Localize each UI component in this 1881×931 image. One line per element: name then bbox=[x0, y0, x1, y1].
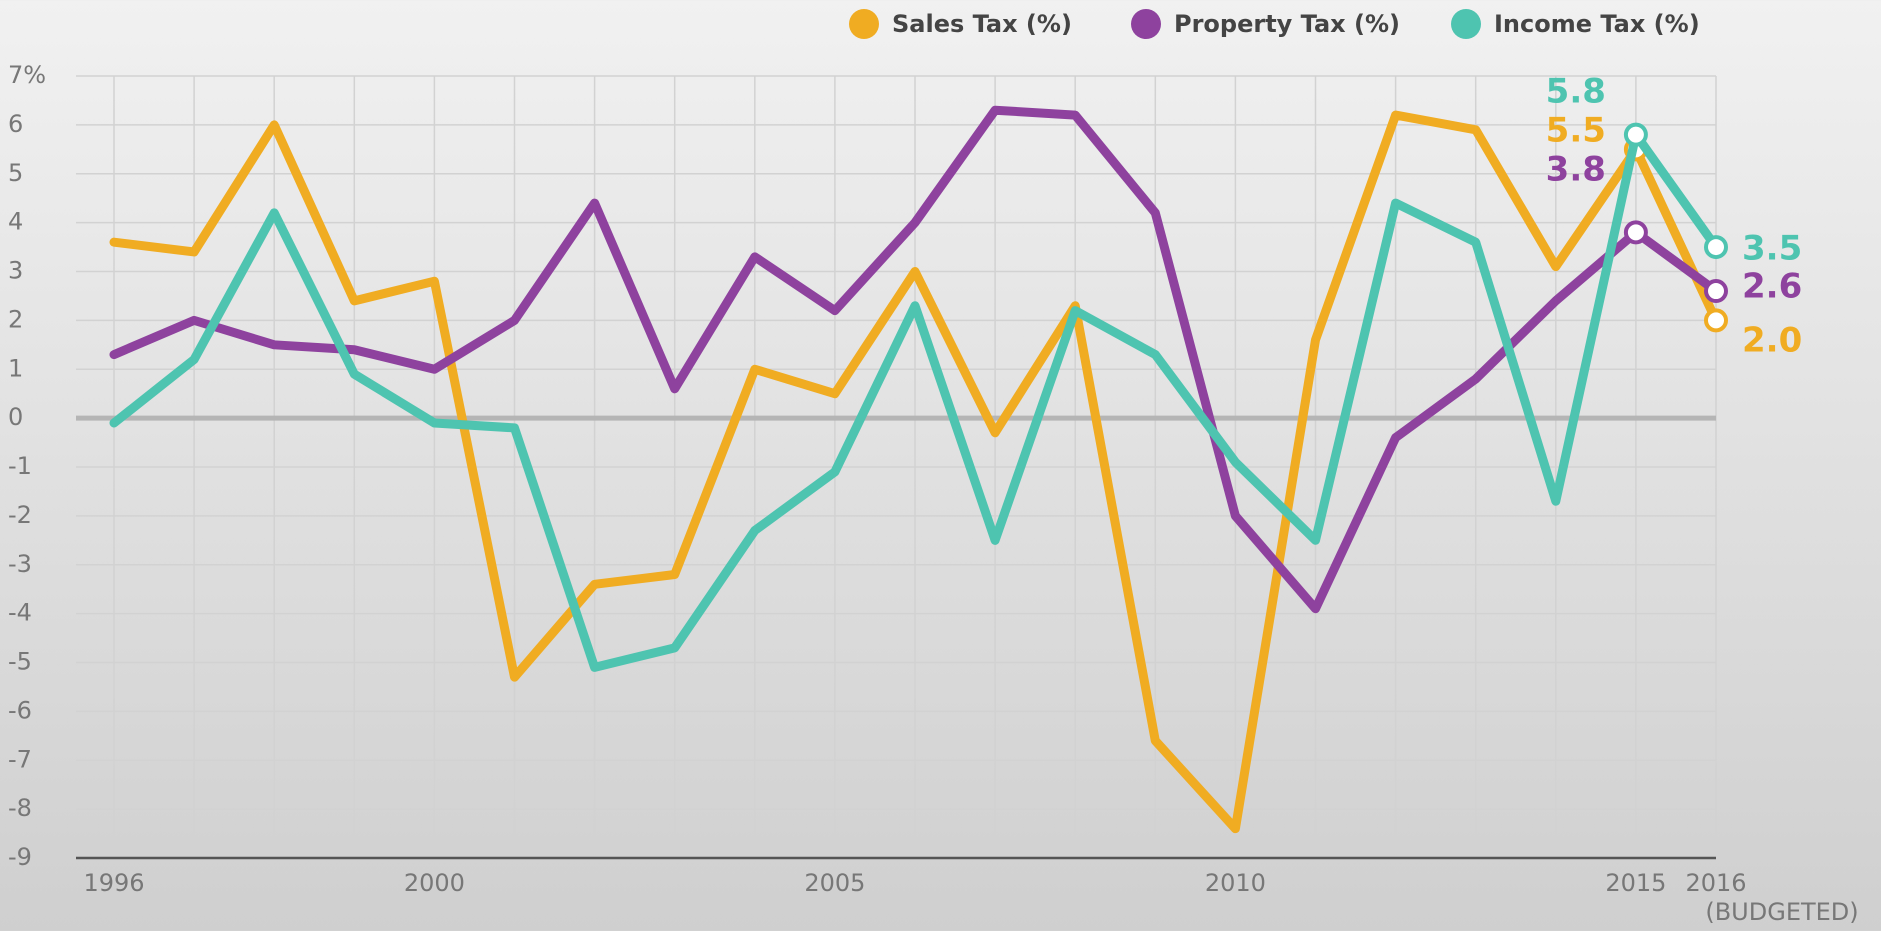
legend-swatch bbox=[1451, 9, 1481, 39]
y-tick-label: 5 bbox=[8, 159, 23, 187]
data-label: 2.6 bbox=[1742, 267, 1802, 307]
y-tick-label: 1 bbox=[8, 354, 23, 382]
x-tick-label: 1996 bbox=[83, 869, 144, 897]
series-line bbox=[109, 105, 1721, 614]
x-tick-label: 2000 bbox=[404, 869, 465, 897]
data-label: 3.8 bbox=[1546, 150, 1606, 190]
data-label: 5.5 bbox=[1546, 111, 1606, 151]
x-tick-label: 2005 bbox=[804, 869, 865, 897]
x-tick-label: 2010 bbox=[1205, 869, 1266, 897]
y-tick-label: 0 bbox=[8, 403, 23, 431]
y-tick-label: 3 bbox=[8, 257, 23, 285]
x-tick-label: 2016 bbox=[1685, 869, 1746, 897]
legend-swatch bbox=[849, 9, 879, 39]
point-marker bbox=[1704, 279, 1728, 304]
y-tick-label: -4 bbox=[8, 599, 32, 627]
y-tick-label: 2 bbox=[8, 305, 23, 333]
series-line bbox=[109, 110, 1721, 834]
y-tick-label: -9 bbox=[8, 843, 32, 871]
y-tick-label: -3 bbox=[8, 550, 32, 578]
y-tick-label: 6 bbox=[8, 110, 23, 138]
legend-label: Income Tax (%) bbox=[1494, 10, 1700, 38]
y-tick-label: 7% bbox=[8, 61, 46, 89]
legend-label: Property Tax (%) bbox=[1174, 10, 1400, 38]
data-label: 5.8 bbox=[1546, 72, 1606, 112]
data-label: 3.5 bbox=[1742, 229, 1802, 269]
series-line bbox=[109, 130, 1721, 672]
y-tick-label: -8 bbox=[8, 794, 32, 822]
legend-label: Sales Tax (%) bbox=[892, 10, 1072, 38]
y-tick-label: 4 bbox=[8, 208, 23, 236]
point-marker bbox=[1704, 308, 1728, 333]
x-note: (BUDGETED) bbox=[1705, 898, 1858, 926]
y-tick-label: -5 bbox=[8, 648, 32, 676]
point-marker bbox=[1623, 122, 1648, 147]
legend-swatch bbox=[1131, 9, 1161, 39]
data-label: 2.0 bbox=[1742, 321, 1802, 361]
y-tick-label: -6 bbox=[8, 696, 32, 724]
x-tick-label: 2015 bbox=[1605, 869, 1666, 897]
point-marker bbox=[1623, 220, 1648, 245]
y-tick-label: -1 bbox=[8, 452, 32, 480]
point-marker bbox=[1704, 235, 1728, 260]
y-tick-label: -2 bbox=[8, 501, 32, 529]
y-tick-label: -7 bbox=[8, 745, 32, 773]
